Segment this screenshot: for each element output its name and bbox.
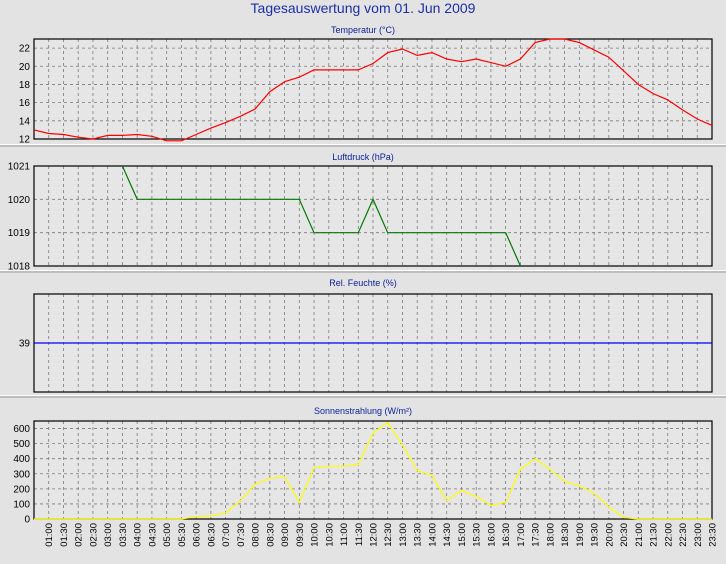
- x-tick-label: 14:00: [428, 523, 439, 547]
- x-tick-label: 05:00: [162, 523, 173, 547]
- x-tick-label: 17:30: [531, 523, 542, 547]
- x-tick-label: 19:30: [590, 523, 601, 547]
- x-tick-label: 11:30: [354, 523, 365, 546]
- x-tick-label: 18:00: [545, 523, 556, 547]
- x-tick-label: 20:00: [604, 523, 615, 547]
- panel-title: Rel. Feuchte (%): [329, 278, 397, 288]
- y-tick-label: 1019: [8, 228, 31, 239]
- x-tick-label: 21:00: [634, 523, 645, 547]
- y-tick-label: 1018: [8, 262, 31, 273]
- y-tick-label: 14: [19, 116, 31, 127]
- x-tick-label: 08:30: [265, 523, 276, 547]
- x-tick-label: 11:00: [339, 523, 350, 546]
- y-tick-label: 400: [13, 454, 30, 465]
- x-tick-label: 16:30: [501, 523, 512, 547]
- x-tick-label: 07:30: [236, 523, 247, 547]
- y-tick-label: 600: [13, 424, 30, 435]
- x-tick-label: 06:30: [206, 523, 217, 547]
- x-tick-label: 14:30: [442, 523, 453, 547]
- plot-frame: [33, 165, 713, 267]
- panel-title: Luftdruck (hPa): [332, 152, 394, 162]
- x-tick-label: 20:30: [619, 523, 630, 547]
- x-tick-label: 15:00: [457, 523, 468, 547]
- x-tick-label: 13:00: [398, 523, 409, 547]
- panel-separator: [0, 144, 726, 147]
- x-tick-label: 13:30: [413, 523, 424, 547]
- x-tick-label: 03:30: [118, 523, 129, 547]
- y-tick-label: 18: [19, 80, 31, 91]
- x-tick-label: 12:00: [369, 523, 380, 547]
- x-tick-label: 05:30: [177, 523, 188, 547]
- y-tick-label: 500: [13, 439, 30, 450]
- y-tick-label: 0: [24, 515, 30, 526]
- x-tick-label: 06:00: [192, 523, 203, 547]
- x-tick-label: 09:00: [280, 523, 291, 547]
- y-tick-label: 200: [13, 484, 30, 495]
- y-tick-label: 300: [13, 469, 30, 480]
- y-tick-label: 20: [19, 62, 31, 73]
- panel-title: Temperatur (°C): [331, 25, 395, 35]
- x-tick-label: 19:00: [575, 523, 586, 547]
- x-tick-label: 16:00: [486, 523, 497, 547]
- x-tick-label: 08:00: [251, 523, 262, 547]
- x-tick-label: 04:30: [147, 523, 158, 547]
- x-tick-label: 12:30: [383, 523, 394, 547]
- y-tick-label: 100: [13, 499, 30, 510]
- x-tick-label: 22:30: [678, 523, 689, 547]
- y-tick-label: 1021: [8, 162, 31, 173]
- x-tick-label: 03:00: [103, 523, 114, 547]
- y-tick-label: 39: [19, 339, 31, 350]
- plot-frame: [33, 38, 713, 140]
- y-tick-label: 22: [19, 44, 31, 55]
- series-line: [121, 165, 521, 267]
- y-tick-label: 16: [19, 98, 31, 109]
- x-tick-label: 21:30: [649, 523, 660, 547]
- panel-separator: [0, 270, 726, 273]
- panel-separator: [0, 395, 726, 398]
- x-tick-label: 22:00: [663, 523, 674, 547]
- series-line: [34, 421, 712, 520]
- x-tick-label: 10:00: [310, 523, 321, 547]
- x-tick-label: 09:30: [295, 523, 306, 547]
- x-tick-label: 01:00: [44, 523, 55, 547]
- x-tick-label: 02:30: [89, 523, 100, 547]
- y-tick-label: 12: [19, 135, 31, 146]
- x-tick-label: 23:00: [693, 523, 704, 547]
- x-tick-label: 04:00: [133, 523, 144, 547]
- x-tick-label: 15:30: [472, 523, 483, 547]
- y-tick-label: 1020: [8, 195, 31, 206]
- x-tick-label: 01:30: [59, 523, 70, 547]
- x-tick-label: 07:00: [221, 523, 232, 547]
- plot-frame: [33, 420, 713, 520]
- x-tick-label: 23:30: [708, 523, 719, 547]
- x-tick-label: 18:30: [560, 523, 571, 547]
- page-title: Tagesauswertung vom 01. Jun 2009: [250, 0, 476, 16]
- x-tick-label: 02:00: [74, 523, 85, 547]
- x-tick-label: 10:30: [324, 523, 335, 547]
- x-tick-label: 17:00: [516, 523, 527, 547]
- panel-title: Sonnenstrahlung (W/m²): [314, 406, 412, 416]
- series-line: [33, 38, 713, 142]
